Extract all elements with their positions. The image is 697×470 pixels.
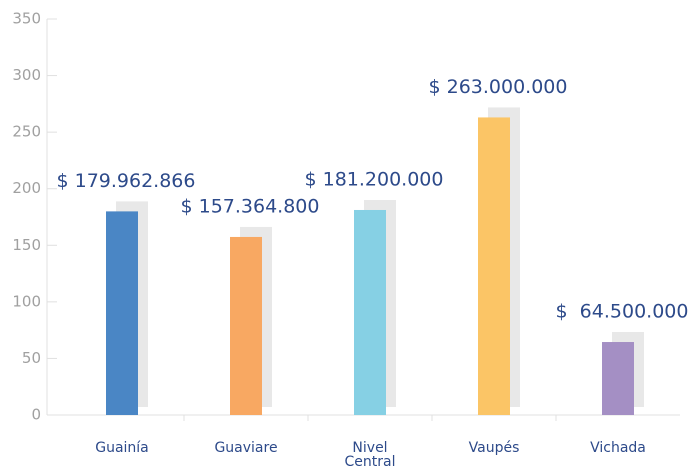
bar [106,211,138,415]
x-tick-label: Guainía [95,440,149,456]
x-tick-label: Guaviare [214,440,278,456]
y-tick-label: 200 [12,179,41,197]
y-tick-label: 150 [12,236,41,254]
value-label: $ 263.000.000 [428,76,567,98]
y-tick-label: 350 [12,10,41,28]
value-label: $ 181.200.000 [304,168,443,190]
bar [478,117,510,415]
y-tick-label: 0 [31,406,41,424]
x-tick-label: Vichada [590,440,646,456]
y-tick-label: 250 [12,123,41,141]
value-label: $ 64.500.000 [556,301,689,323]
value-label: $ 157.364.800 [180,195,319,217]
x-tick-label: Vaupés [468,440,520,456]
bar [230,236,262,415]
value-label: $ 179.962.866 [56,170,195,192]
y-tick-label: 100 [12,292,41,310]
y-tick-label: 50 [22,349,41,367]
x-tick-label: Nivel Central [344,440,396,470]
y-tick-label: 300 [12,66,41,84]
bar [602,342,634,415]
bar [354,209,386,415]
